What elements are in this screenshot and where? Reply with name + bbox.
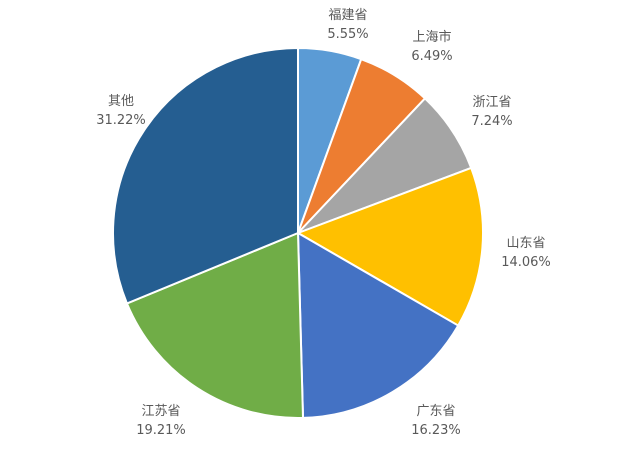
data-label-guangdong: 广东省 16.23%	[391, 402, 481, 440]
slice-name: 福建省	[328, 8, 368, 23]
pie-slice-5	[125, 231, 305, 419]
data-label-fujian: 福建省 5.55%	[303, 6, 393, 44]
pie-slice-4	[296, 231, 460, 419]
slice-name: 山东省	[506, 236, 546, 251]
pie-slice-6	[112, 46, 299, 305]
slice-value: 31.22%	[96, 113, 146, 128]
slice-name: 上海市	[412, 30, 452, 45]
slice-value: 6.49%	[411, 49, 453, 64]
data-label-shanghai: 上海市 6.49%	[387, 28, 477, 66]
data-label-other: 其他 31.22%	[76, 92, 166, 130]
slice-name: 江苏省	[141, 404, 181, 419]
data-label-jiangsu: 江苏省 19.21%	[116, 402, 206, 440]
data-label-zhejiang: 浙江省 7.24%	[447, 93, 537, 131]
data-label-shandong: 山东省 14.06%	[481, 234, 571, 272]
slice-name: 其他	[107, 94, 134, 109]
slice-value: 5.55%	[327, 27, 369, 42]
slice-name: 广东省	[416, 404, 456, 419]
slice-value: 16.23%	[411, 423, 461, 438]
slice-value: 7.24%	[471, 114, 513, 129]
pie-slice-3	[295, 166, 484, 327]
slice-value: 19.21%	[136, 423, 186, 438]
slice-value: 14.06%	[501, 255, 551, 270]
slice-name: 浙江省	[472, 95, 512, 110]
